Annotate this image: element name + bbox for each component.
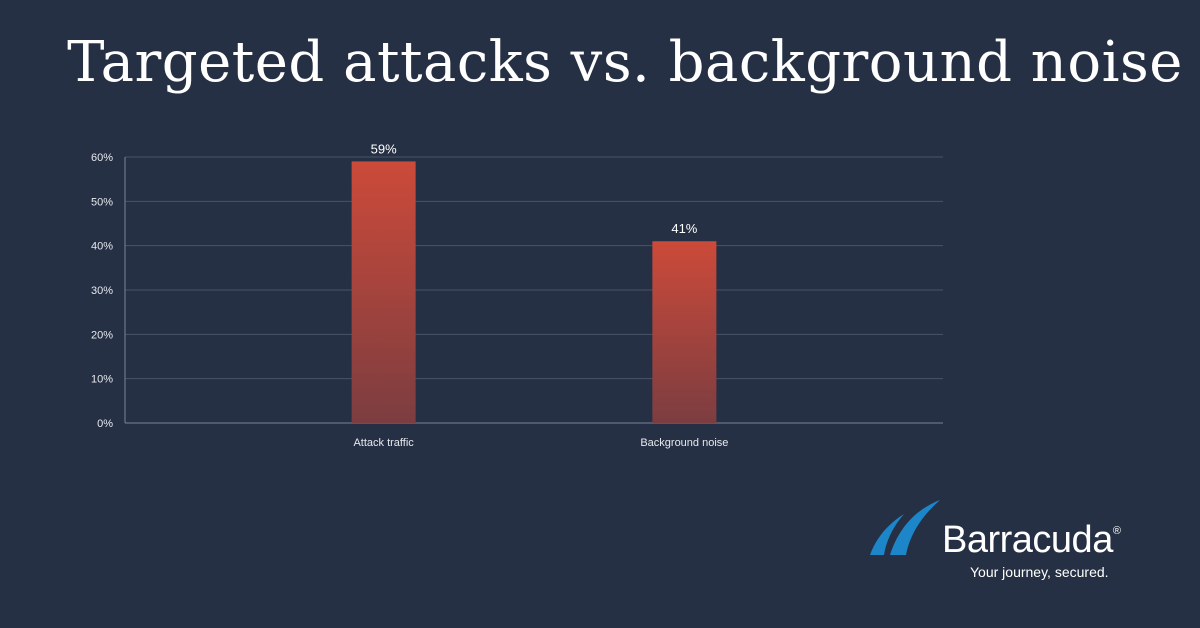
data-label: 59% (371, 141, 397, 156)
y-tick-label: 50% (91, 196, 113, 208)
y-tick-label: 60% (91, 152, 113, 164)
barracuda-fin-icon (870, 500, 940, 555)
y-tick-label: 10% (91, 374, 113, 386)
labels: 59% Attack traffic 41% Background noise (353, 141, 728, 449)
chart-title: Targeted attacks vs. background noise (67, 30, 1183, 95)
brand-tagline: Your journey, secured. (970, 564, 1109, 580)
bar-background-noise (652, 241, 717, 423)
x-category-label: Attack traffic (353, 437, 414, 449)
x-category-label: Background noise (640, 437, 728, 449)
y-tick-label: 0% (97, 418, 113, 430)
y-tick-label: 40% (91, 241, 113, 253)
bar-attack-traffic (351, 161, 416, 423)
y-tick-label: 30% (91, 285, 113, 297)
data-label: 41% (671, 221, 697, 236)
y-tick-label: 20% (91, 329, 113, 341)
bars (351, 161, 717, 423)
gridlines (125, 156, 943, 424)
y-axis: 0% 10% 20% 30% 40% 50% 60% (91, 152, 126, 430)
brand-name: Barracuda® (942, 519, 1121, 561)
